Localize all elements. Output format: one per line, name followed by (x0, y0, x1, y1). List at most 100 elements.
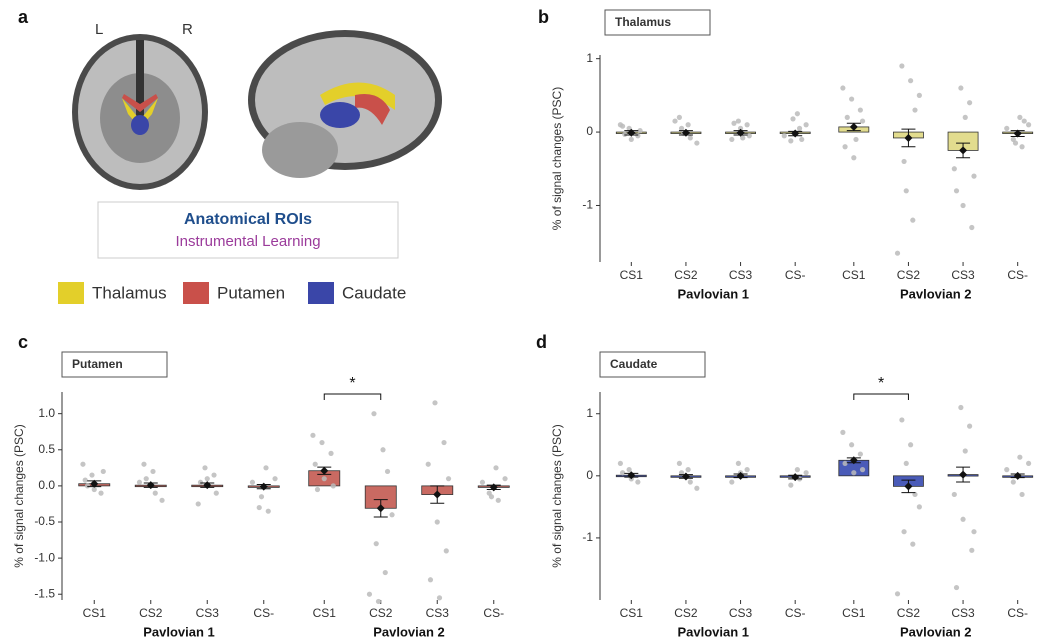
x-tick-label: CS- (1007, 606, 1028, 620)
x-tick-label: CS1 (620, 268, 644, 282)
data-point (954, 188, 959, 193)
data-point (954, 585, 959, 590)
data-point (214, 491, 219, 496)
data-point (901, 159, 906, 164)
data-point (797, 126, 802, 131)
data-point (842, 461, 847, 466)
facet-label: Pavlovian 2 (900, 624, 972, 639)
data-point (257, 505, 262, 510)
caudate-roi (131, 115, 149, 135)
data-point (101, 469, 106, 474)
y-axis-label: % of signal changes (PSC) (550, 424, 564, 567)
legend-label: Thalamus (92, 283, 167, 302)
data-point (686, 122, 691, 127)
data-point (618, 461, 623, 466)
data-point (1019, 144, 1024, 149)
data-point (383, 570, 388, 575)
data-point (437, 595, 442, 600)
mean-marker (260, 483, 268, 491)
panel-letter: b (538, 7, 549, 27)
facet-label: Pavlovian 1 (143, 624, 215, 639)
y-tick-label: 0 (586, 468, 593, 482)
data-point (840, 85, 845, 90)
data-point (1013, 140, 1018, 145)
data-point (842, 144, 847, 149)
data-point (747, 133, 752, 138)
x-tick-label: CS- (785, 606, 806, 620)
data-point (1017, 115, 1022, 120)
data-point (310, 433, 315, 438)
x-tick-label: CS1 (842, 268, 866, 282)
data-point (958, 85, 963, 90)
data-point (319, 440, 324, 445)
data-point (1026, 122, 1031, 127)
data-point (259, 494, 264, 499)
data-point (845, 115, 850, 120)
data-point (858, 451, 863, 456)
data-point (322, 476, 327, 481)
caudate-roi (320, 102, 360, 128)
data-point (908, 442, 913, 447)
x-tick-label: CS1 (83, 606, 107, 620)
y-tick-label: -1 (582, 198, 593, 212)
data-point (729, 479, 734, 484)
data-point (502, 476, 507, 481)
chart-title: Putamen (72, 357, 123, 371)
data-point (851, 470, 856, 475)
data-point (917, 504, 922, 509)
data-point (782, 133, 787, 138)
data-point (1026, 461, 1031, 466)
data-point (480, 480, 485, 485)
data-point (910, 218, 915, 223)
data-point (1011, 479, 1016, 484)
data-point (1019, 492, 1024, 497)
x-tick-label: CS- (253, 606, 274, 620)
x-tick-label: CS1 (842, 606, 866, 620)
significance-bracket (324, 394, 381, 400)
data-point (198, 480, 203, 485)
y-tick-label: 1 (586, 406, 593, 420)
data-point (635, 479, 640, 484)
data-point (694, 486, 699, 491)
coronal-brain (72, 34, 208, 190)
data-point (272, 476, 277, 481)
x-tick-label: CS3 (951, 606, 975, 620)
data-point (788, 138, 793, 143)
mean-marker (147, 481, 155, 489)
data-point (851, 155, 856, 160)
data-point (446, 476, 451, 481)
data-point (374, 541, 379, 546)
x-tick-label: CS- (483, 606, 504, 620)
data-point (328, 451, 333, 456)
data-point (441, 440, 446, 445)
x-tick-label: CS2 (674, 606, 698, 620)
data-point (860, 467, 865, 472)
data-point (688, 479, 693, 484)
data-point (627, 467, 632, 472)
data-point (385, 469, 390, 474)
figure: a L R Anatomical ROIs Instrumental Learn… (0, 0, 1048, 644)
data-point (904, 461, 909, 466)
y-axis-label: % of signal changes (PSC) (550, 87, 564, 230)
data-point (331, 483, 336, 488)
data-point (444, 548, 449, 553)
x-tick-label: CS- (785, 268, 806, 282)
data-point (1017, 455, 1022, 460)
data-point (89, 472, 94, 477)
data-point (694, 140, 699, 145)
data-point (745, 467, 750, 472)
data-point (788, 483, 793, 488)
data-point (371, 411, 376, 416)
x-tick-label: CS- (1007, 268, 1028, 282)
y-tick-label: -1.5 (34, 586, 55, 600)
data-point (899, 417, 904, 422)
facet-label: Pavlovian 2 (900, 286, 972, 301)
facet-label: Pavlovian 1 (677, 286, 749, 301)
data-point (622, 132, 627, 137)
data-point (967, 100, 972, 105)
data-point (250, 480, 255, 485)
data-point (1004, 126, 1009, 131)
data-point (493, 465, 498, 470)
data-point (677, 461, 682, 466)
y-tick-label: 1.0 (38, 406, 55, 420)
